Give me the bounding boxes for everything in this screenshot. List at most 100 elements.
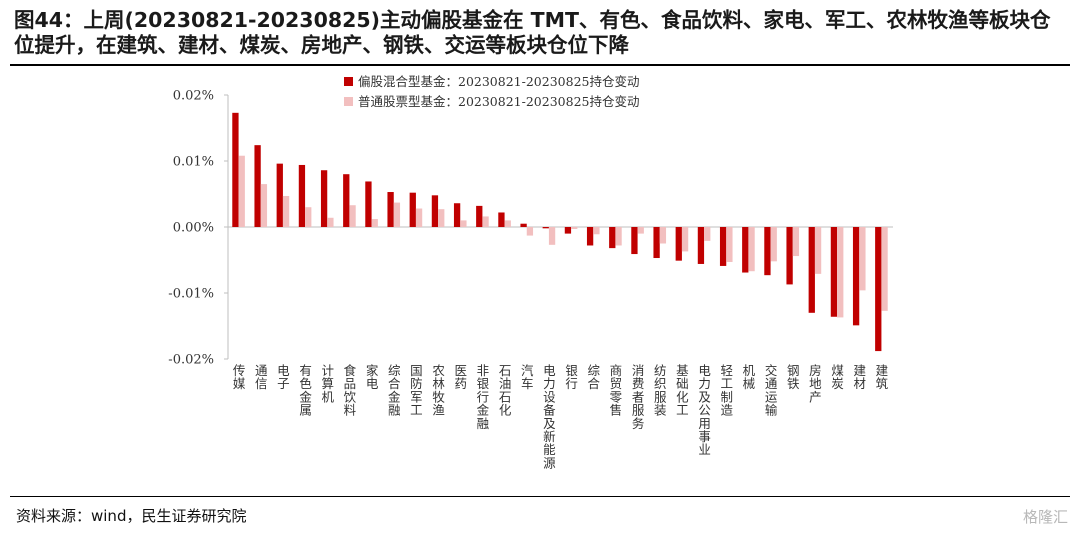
bar-stock-fund [659, 227, 667, 244]
category-label: 建筑 [876, 363, 889, 391]
bar-stock-fund [305, 207, 312, 227]
bar-mixed-fund [697, 227, 705, 264]
legend: 偏股混合型基金：20230821-20230825持仓变动普通股票型基金：202… [344, 74, 639, 109]
category-label: 非银行金融 [477, 363, 490, 431]
category-label: 钢铁 [787, 363, 800, 391]
bar-stock-fund [327, 217, 334, 227]
bar-mixed-fund [875, 227, 882, 352]
y-tick-label: -0.02% [168, 353, 214, 368]
category-label: 机械 [743, 363, 756, 391]
chart-title: 图44：上周(20230821-20230825)主动偏股基金在 TMT、有色、… [14, 8, 1051, 57]
category-label: 建材 [853, 363, 866, 391]
category-label: 石油石化 [499, 363, 512, 418]
legend-label: 偏股混合型基金：20230821-20230825持仓变动 [358, 74, 639, 89]
category-label: 煤炭 [831, 363, 844, 391]
bar-mixed-fund [653, 227, 660, 259]
y-tick-label: 0.02% [173, 89, 214, 104]
bar-stock-fund [260, 184, 268, 227]
bar-stock-fund [748, 227, 755, 272]
category-label: 轻工制造 [720, 363, 733, 418]
bar-mixed-fund [764, 227, 771, 276]
bar-mixed-fund [609, 227, 616, 249]
bar-mixed-fund [631, 227, 638, 255]
bar-mixed-fund [742, 227, 749, 273]
bar-stock-fund [460, 220, 467, 227]
category-label: 国防军工 [410, 363, 423, 418]
y-tick-label: -0.01% [168, 287, 214, 302]
bar-stock-fund [438, 209, 445, 227]
bar-mixed-fund [564, 227, 572, 234]
bar-stock-fund [548, 227, 556, 245]
bar-stock-fund [593, 227, 600, 235]
bar-mixed-fund [808, 227, 815, 313]
bar-mixed-fund [498, 212, 505, 227]
bar-mixed-fund [365, 181, 372, 227]
legend-swatch [344, 77, 353, 86]
category-label: 综合 [587, 363, 600, 391]
category-label: 通信 [255, 363, 268, 391]
bar-mixed-fund [298, 164, 306, 227]
source-note: 资料来源：wind，民生证券研究院 [16, 507, 247, 525]
bar-stock-fund [371, 219, 378, 227]
legend-label: 普通股票型基金：20230821-20230825持仓变动 [358, 94, 639, 109]
bar-stock-fund [792, 227, 800, 257]
bar-mixed-fund [232, 112, 239, 227]
bar-mixed-fund [320, 170, 328, 227]
category-label: 传媒 [233, 363, 246, 391]
bar-stock-fund [571, 227, 578, 229]
bar-stock-fund [415, 208, 423, 227]
bar-stock-fund [482, 216, 489, 227]
bar-stock-fund [726, 227, 733, 262]
bar-mixed-fund [453, 203, 461, 227]
bar-stock-fund [637, 227, 644, 234]
bar-mixed-fund [343, 174, 350, 227]
bar-mixed-fund [786, 227, 793, 285]
category-label: 计算机 [321, 363, 334, 404]
category-label: 银行 [565, 363, 578, 391]
bar-mixed-fund [276, 163, 283, 227]
category-label: 电力设备及新能源 [543, 363, 556, 470]
bar-stock-fund [837, 227, 844, 318]
category-label: 有色金属 [299, 363, 312, 418]
category-label: 电子 [277, 363, 290, 391]
category-label: 商贸零售 [610, 363, 623, 418]
category-label: 纺织服装 [654, 363, 667, 418]
bar-mixed-fund [387, 192, 394, 227]
watermark: 格隆汇 [1022, 508, 1068, 526]
axes: 0.02% 0.01% 0.00% -0.01% -0.02% [168, 89, 893, 368]
bar-stock-fund [615, 227, 622, 246]
bars [232, 112, 888, 352]
category-label: 电力及公用事业 [698, 363, 711, 457]
bar-mixed-fund [719, 227, 727, 266]
bar-mixed-fund [830, 227, 838, 317]
category-label: 家电 [366, 363, 379, 391]
category-label: 基础化工 [676, 363, 689, 418]
bar-stock-fund [681, 227, 689, 252]
bar-mixed-fund [254, 145, 261, 227]
category-label: 汽车 [521, 363, 534, 391]
bar-mixed-fund [520, 223, 527, 227]
category-label: 农林牧渔 [432, 363, 445, 418]
legend-swatch [344, 97, 353, 106]
y-tick-label: 0.01% [173, 155, 214, 170]
bar-stock-fund [349, 205, 356, 227]
bar-stock-fund [814, 227, 822, 274]
bar-stock-fund [238, 155, 245, 227]
bar-stock-fund [393, 202, 401, 227]
bar-stock-fund [881, 227, 888, 311]
category-label: 房地产 [809, 363, 822, 404]
bar-stock-fund [526, 227, 534, 236]
bar-stock-fund [704, 227, 711, 241]
category-label: 消费者服务 [632, 363, 645, 431]
footer-rule [10, 496, 1070, 497]
bar-mixed-fund [431, 195, 439, 227]
category-label: 食品饮料 [344, 363, 357, 418]
bar-mixed-fund [476, 205, 483, 227]
bar-stock-fund [282, 195, 290, 227]
category-labels: 传媒通信电子有色金属计算机食品饮料家电综合金融国防军工农林牧渔医药非银行金融石油… [233, 363, 889, 470]
bar-stock-fund [859, 227, 866, 291]
bar-stock-fund [504, 220, 511, 227]
bar-stock-fund [770, 227, 777, 262]
bar-mixed-fund [852, 227, 860, 326]
